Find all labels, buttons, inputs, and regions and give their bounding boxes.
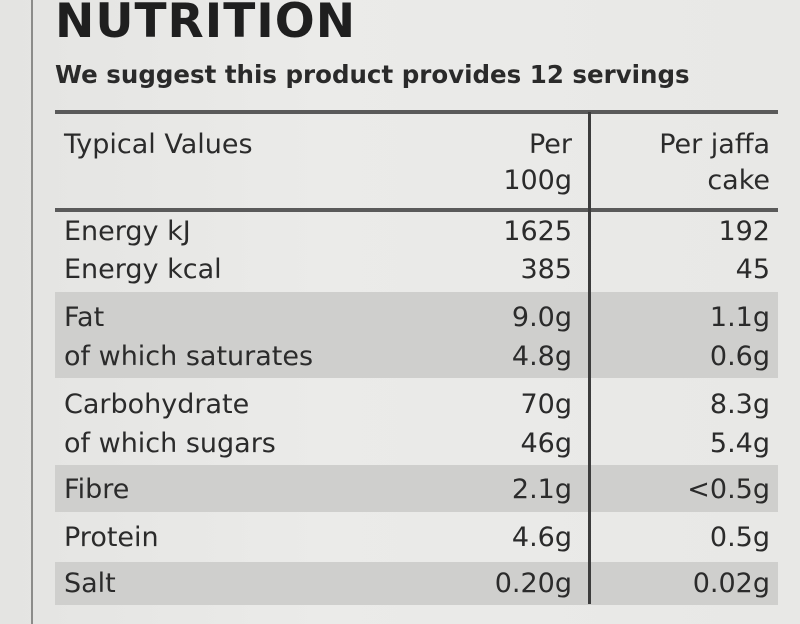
- row-per100g: 9.0g: [511, 302, 572, 333]
- row-per100g: 46g: [520, 428, 573, 459]
- table-top-rule: [55, 110, 778, 114]
- fibre-row-band: [55, 465, 778, 512]
- row-label: Salt: [64, 568, 116, 599]
- row-label: Carbohydrate: [64, 389, 250, 420]
- row-percake: 5.4g: [709, 428, 770, 459]
- row-label: of which sugars: [64, 428, 276, 459]
- row-percake: 0.02g: [692, 568, 770, 599]
- header-perjaffa-line2: cake: [707, 165, 770, 196]
- header-per100g-line2: 100g: [503, 165, 572, 196]
- row-per100g: 0.20g: [494, 568, 572, 599]
- row-label: Fat: [64, 302, 105, 333]
- row-percake: 0.6g: [709, 341, 770, 372]
- row-percake: 192: [718, 216, 770, 247]
- panel-title: NUTRITION: [55, 0, 357, 49]
- row-percake: 0.5g: [709, 522, 770, 553]
- header-perjaffa-line1: Per jaffa: [659, 129, 770, 160]
- row-label: Fibre: [64, 474, 130, 505]
- row-per100g: 4.6g: [511, 522, 572, 553]
- packaging-edge-line: [31, 0, 33, 624]
- row-percake: 45: [735, 254, 770, 285]
- row-per100g: 4.8g: [511, 341, 572, 372]
- header-typical-values: Typical Values: [64, 129, 253, 160]
- row-percake: 8.3g: [709, 389, 770, 420]
- row-label: of which saturates: [64, 341, 314, 372]
- row-percake: <0.5g: [687, 474, 770, 505]
- salt-row-band: [55, 562, 778, 605]
- row-label: Energy kJ: [64, 216, 191, 247]
- row-label: Protein: [64, 522, 159, 553]
- row-label: Energy kcal: [64, 254, 222, 285]
- servings-note: We suggest this product provides 12 serv…: [55, 60, 690, 89]
- column-divider: [588, 112, 591, 604]
- header-per100g-line1: Per: [528, 129, 572, 160]
- row-per100g: 1625: [503, 216, 572, 247]
- fat-row-band: [55, 292, 778, 378]
- row-percake: 1.1g: [709, 302, 770, 333]
- row-per100g: 2.1g: [511, 474, 572, 505]
- header-bottom-rule: [55, 208, 778, 212]
- row-per100g: 70g: [520, 389, 573, 420]
- row-per100g: 385: [520, 254, 572, 285]
